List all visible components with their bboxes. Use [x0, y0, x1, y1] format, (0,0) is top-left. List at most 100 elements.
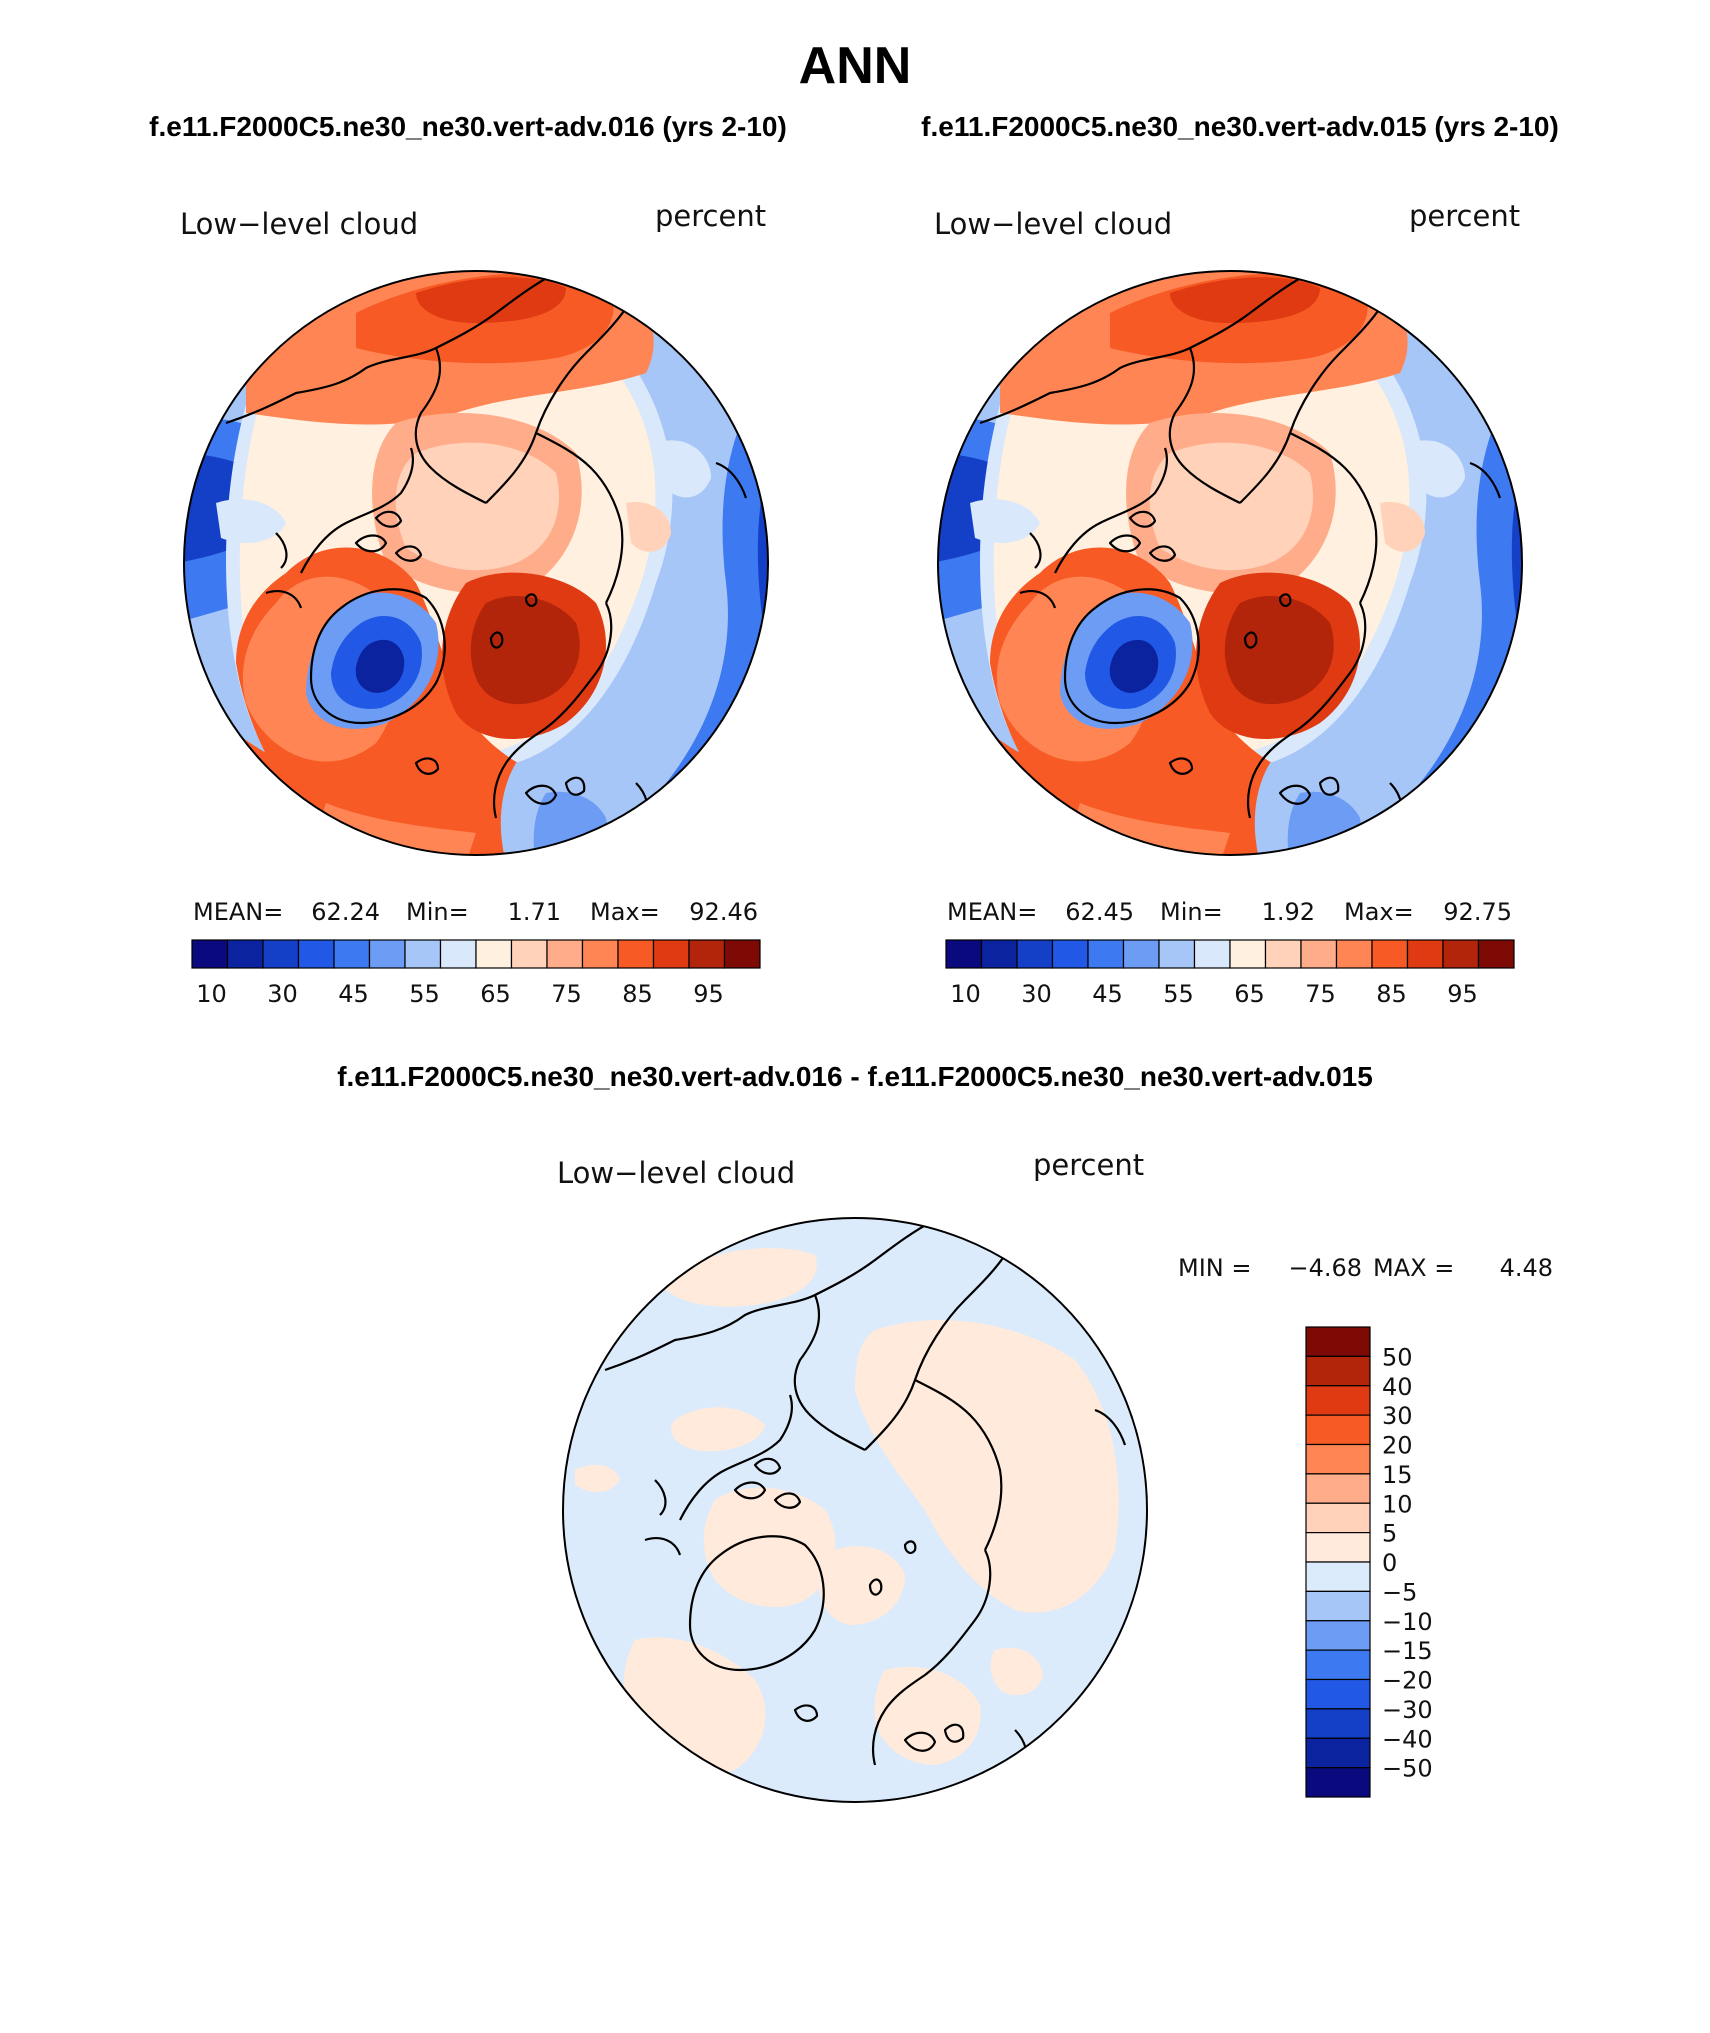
- polar-map-right: [938, 271, 1522, 855]
- colorbar-right-swatch: [1371, 939, 1409, 969]
- colorbar-right-swatch: [1158, 939, 1196, 969]
- colorbar-diff-swatch: [1305, 1414, 1371, 1446]
- colorbar-diff-tick-label: −5: [1382, 1578, 1417, 1606]
- colorbar-left: 10 30 45 55 65 75 85 95: [191, 939, 761, 1008]
- colorbar-diff-tick-label: 40: [1382, 1373, 1413, 1401]
- colorbar-left-swatch: [581, 939, 619, 969]
- colorbar-right-swatch: [1087, 939, 1125, 969]
- colorbar-left-swatch: [510, 939, 548, 969]
- colorbar-left-swatch: [652, 939, 690, 969]
- polar-map-difference: [563, 1218, 1147, 1802]
- panel-left: Low−level cloud percent MEAN= 62.24 Min=…: [180, 199, 769, 1008]
- colorbar-diff-tick-label: −40: [1382, 1725, 1433, 1753]
- max-label-right: Max=: [1344, 898, 1414, 926]
- max-value-right: 92.75: [1443, 898, 1512, 926]
- colorbar-diff-tick-label: −15: [1382, 1637, 1433, 1665]
- min-value-left: 1.71: [508, 898, 561, 926]
- colorbar-diff-swatch: [1305, 1767, 1371, 1798]
- min-value-diff: −4.68: [1288, 1254, 1362, 1282]
- panel-difference: Low−level cloud percent MIN = −4.68 MAX …: [557, 1148, 1553, 1803]
- colorbar-left-tick-label: 55: [409, 980, 440, 1008]
- case-title-right: f.e11.F2000C5.ne30_ne30.vert-adv.015 (yr…: [921, 111, 1559, 142]
- colorbar-right-swatch: [1016, 939, 1054, 969]
- variable-label-right: Low−level cloud: [934, 207, 1172, 241]
- case-title-left: f.e11.F2000C5.ne30_ne30.vert-adv.016 (yr…: [149, 111, 787, 142]
- min-value-right: 1.92: [1262, 898, 1315, 926]
- colorbar-right-tick-label: 10: [950, 980, 981, 1008]
- colorbar-right-tick-label: 85: [1376, 980, 1407, 1008]
- colorbar-left-swatch: [688, 939, 726, 969]
- colorbar-left-swatch: [297, 939, 335, 969]
- difference-title: f.e11.F2000C5.ne30_ne30.vert-adv.016 - f…: [337, 1061, 1373, 1092]
- colorbar-diff-swatch: [1305, 1326, 1371, 1357]
- colorbar-diff-tick-label: −20: [1382, 1667, 1433, 1695]
- mean-label-right: MEAN=: [947, 898, 1037, 926]
- units-label-right: percent: [1409, 199, 1520, 233]
- colorbar-diff-tick-label: 10: [1382, 1490, 1413, 1518]
- mean-value-left: 62.24: [311, 898, 380, 926]
- colorbar-left-tick-label: 75: [551, 980, 582, 1008]
- colorbar-right: 10 30 45 55 65 75 85 95: [945, 939, 1515, 1008]
- colorbar-left-tick-label: 85: [622, 980, 653, 1008]
- colorbar-left-swatch: [546, 939, 584, 969]
- colorbar-right-tick-label: 55: [1163, 980, 1194, 1008]
- colorbar-diff-tick-label: 15: [1382, 1461, 1413, 1489]
- colorbar-diff-tick-label: 30: [1382, 1402, 1413, 1430]
- colorbar-diff-swatch: [1305, 1385, 1371, 1416]
- colorbar-left-tick-label: 65: [480, 980, 511, 1008]
- colorbar-left-swatch: [333, 939, 371, 969]
- colorbar-diff-tick-label: 0: [1382, 1549, 1397, 1577]
- colorbar-left-swatch: [226, 939, 264, 969]
- colorbar-left-swatch: [439, 939, 477, 969]
- colorbar-left-swatch: [191, 939, 229, 969]
- colorbar-diff-swatch: [1305, 1532, 1371, 1563]
- mean-value-right: 62.45: [1065, 898, 1134, 926]
- colorbar-left-swatch: [723, 939, 761, 969]
- max-label-left: Max=: [590, 898, 660, 926]
- colorbar-right-swatch: [1051, 939, 1089, 969]
- stats-left: MEAN= 62.24 Min= 1.71 Max= 92.46: [193, 898, 758, 926]
- colorbar-right-tick-label: 95: [1447, 980, 1478, 1008]
- colorbar-diff-swatch: [1305, 1443, 1371, 1475]
- main-title: ANN: [799, 37, 912, 95]
- colorbar-diff-tick-label: −10: [1382, 1608, 1433, 1636]
- colorbar-right-swatch: [1122, 939, 1160, 969]
- max-label-diff: MAX =: [1373, 1254, 1454, 1282]
- variable-label-diff: Low−level cloud: [557, 1156, 795, 1190]
- colorbar-left-swatch: [368, 939, 406, 969]
- colorbar-diff-tick-label: 20: [1382, 1432, 1413, 1460]
- colorbar-diff-swatch: [1305, 1708, 1371, 1739]
- colorbar-right-swatch: [1442, 939, 1480, 969]
- colorbar-diff-swatch: [1305, 1473, 1371, 1504]
- max-value-diff: 4.48: [1500, 1254, 1553, 1282]
- colorbar-left-swatch: [262, 939, 300, 969]
- units-label-left: percent: [655, 199, 766, 233]
- colorbar-left-swatch: [617, 939, 655, 969]
- colorbar-left-swatch: [404, 939, 442, 969]
- colorbar-right-swatch: [1193, 939, 1231, 969]
- colorbar-diff-tick-label: 50: [1382, 1343, 1413, 1371]
- colorbar-right-tick-label: 65: [1234, 980, 1265, 1008]
- colorbar-diff-swatch: [1305, 1590, 1371, 1622]
- colorbar-right-tick-label: 75: [1305, 980, 1336, 1008]
- colorbar-right-tick-label: 30: [1021, 980, 1052, 1008]
- colorbar-diff-swatch: [1305, 1737, 1371, 1769]
- colorbar-diff-tick-label: −50: [1382, 1755, 1433, 1783]
- colorbar-right-swatch: [1229, 939, 1267, 969]
- colorbar-diff-swatch: [1305, 1620, 1371, 1651]
- colorbar-right-swatch: [945, 939, 983, 969]
- colorbar-diff-swatch: [1305, 1561, 1371, 1592]
- colorbar-left-swatch: [475, 939, 513, 969]
- colorbar-diff-swatch: [1305, 1502, 1371, 1534]
- polar-map-left: [184, 271, 768, 855]
- variable-label-left: Low−level cloud: [180, 207, 418, 241]
- min-label-right: Min=: [1160, 898, 1223, 926]
- colorbar-right-swatch: [1335, 939, 1373, 969]
- colorbar-diff-swatch: [1305, 1355, 1371, 1387]
- colorbar-diff-tick-label: 5: [1382, 1520, 1397, 1548]
- stats-diff: MIN = −4.68 MAX = 4.48: [1178, 1254, 1553, 1282]
- colorbar-right-tick-label: 45: [1092, 980, 1123, 1008]
- panel-right: Low−level cloud percent MEAN= 62.45 Min=…: [934, 199, 1523, 1008]
- max-value-left: 92.46: [689, 898, 758, 926]
